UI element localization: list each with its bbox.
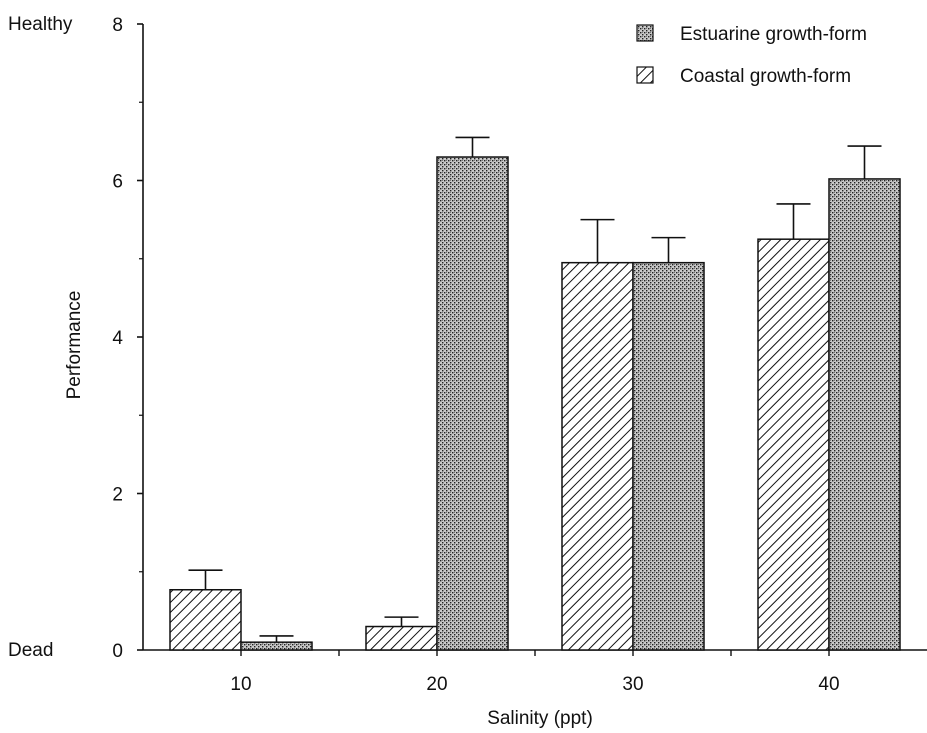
bars-layer [169,156,901,651]
bar [561,261,634,651]
bar [436,156,509,651]
y-axis-bottom-annotation: Dead [8,640,53,661]
y-axis-title: Performance [64,291,85,400]
y-axis-top-annotation: Healthy [8,14,73,35]
legend-label-coastal: Coastal growth-form [680,66,851,87]
y-tick-label: 6 [112,172,123,193]
y-tick-label: 4 [112,328,123,349]
y-tick-label: 0 [112,641,123,662]
bar [240,641,313,651]
bar [169,588,242,651]
x-tick-label: 10 [230,674,251,695]
bar [757,238,830,651]
y-tick-label: 8 [112,15,123,36]
x-axis-title: Salinity (ppt) [487,708,593,729]
error-bars-layer [188,136,882,643]
x-tick-label: 20 [426,674,447,695]
y-tick-label: 2 [112,485,123,506]
legend: Estuarine growth-form Coastal growth-for… [636,24,867,87]
x-tick-label: 40 [818,674,839,695]
x-tick-label: 30 [622,674,643,695]
bar [365,625,438,651]
bar [828,178,901,651]
legend-label-estuarine: Estuarine growth-form [680,24,867,45]
tick-labels-layer: 0 2 4 6 8 10 20 30 40 [112,15,839,695]
legend-swatch-estuarine [636,24,654,42]
bar [632,261,705,651]
legend-swatch-coastal [636,66,654,84]
